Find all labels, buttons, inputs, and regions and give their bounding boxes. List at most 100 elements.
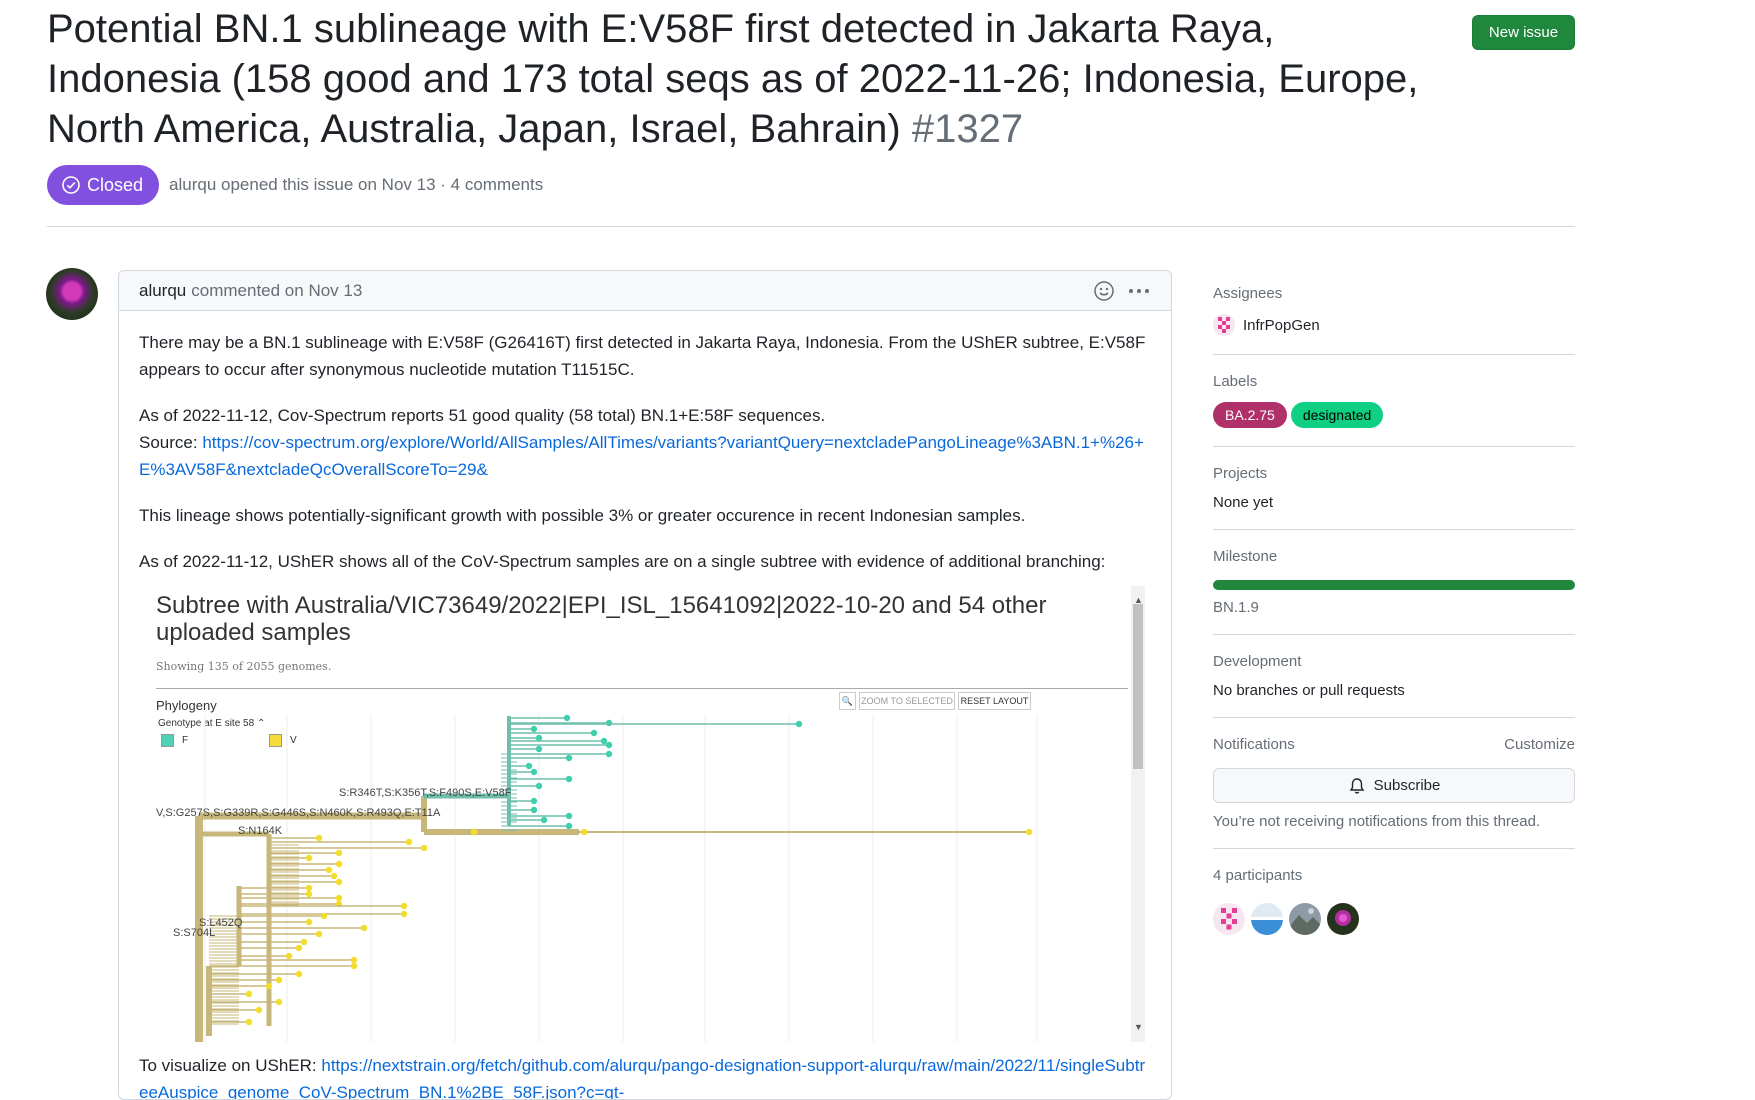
label-ba275[interactable]: BA.2.75 [1213,402,1287,428]
tree-tip [295,944,303,952]
para-2-text: As of 2022-11-12, Cov-Spectrum reports 5… [139,406,826,425]
scroll-down-icon: ▼ [1134,1022,1143,1032]
tree-tip [540,816,548,824]
mutation-label-3: S:N164K [238,825,283,837]
tree-tip [325,866,333,874]
tree-tip [535,745,543,753]
labels-label: Labels [1213,373,1258,390]
mutation-label-2: V,S:G257S,S:G339R,S:G446S,S:N460K,S:R493… [156,807,441,819]
issue-meta: alurqu opened this issue on Nov 13 · 4 c… [169,175,544,194]
milestone-value[interactable]: BN.1.9 [1213,599,1259,616]
participants-list [1213,903,1575,935]
tree-tip [335,849,343,857]
assignees-label: Assignees [1213,285,1283,302]
projects-value: None yet [1213,494,1274,511]
development-heading[interactable]: Development [1213,653,1575,673]
milestone-heading[interactable]: Milestone [1213,548,1575,568]
phylogeny-divider [156,688,1128,689]
reset-layout-button: RESET LAYOUT [958,692,1031,710]
subscribe-button[interactable]: Subscribe [1213,768,1575,803]
bell-icon [1349,777,1364,794]
assignee-avatar [1213,314,1235,336]
issue-title: Potential BN.1 sublineage with E:V58F fi… [47,4,1447,154]
tree-tip [580,828,588,836]
participant-avatar-4[interactable] [1327,903,1359,935]
labels-heading[interactable]: Labels [1213,373,1575,393]
tree-tip [405,838,413,846]
notifications-note: You’re not receiving notifications from … [1213,813,1541,830]
genotype-label-text: Genotype at E site 58 [158,718,255,729]
state-label: Closed [87,174,144,195]
tree-tip [470,828,478,836]
smiley-icon[interactable] [1093,280,1115,302]
participant-avatar-2[interactable] [1251,903,1283,935]
label-designated[interactable]: designated [1290,402,1384,428]
labels-section: Labels BA.2.75 designated [1213,373,1575,447]
new-issue-button[interactable]: New issue [1472,15,1575,50]
source-link[interactable]: https://cov-spectrum.org/explore/World/A… [139,433,1144,479]
state-badge: Closed [47,165,160,205]
tree-tip [300,938,308,946]
tree-tip [295,970,303,978]
assignee-name: InfrPopGen [1243,316,1320,334]
para-5: To visualize on UShER: https://nextstrai… [139,1052,1151,1099]
participants-label: 4 participants [1213,867,1303,884]
comment-body: There may be a BN.1 sublineage with E:V5… [119,311,1171,1099]
tree-tip [420,844,428,852]
tree-tip [525,762,533,770]
projects-heading[interactable]: Projects [1213,465,1575,485]
tree-tip [350,956,358,964]
tree-tip [360,924,368,932]
tree-tip [330,872,338,880]
customize-link[interactable]: Customize [1504,736,1575,753]
tree-tip [565,812,573,820]
notifications-label: Notifications [1213,736,1295,753]
tree-tip [255,1006,263,1014]
zoom-search-icon: 🔍 [839,692,856,710]
assignees-section: Assignees InfrPopGen [1213,285,1575,355]
tree-tip [285,952,293,960]
assignees-heading[interactable]: Assignees [1213,285,1575,305]
mutation-label-4: S:L452Q [199,917,243,929]
tree-tip [530,768,538,776]
tree-tip [563,714,571,722]
notifications-heading: Notifications Customize [1213,736,1575,756]
tree-tip [1025,828,1033,836]
embed-subtitle: Showing 135 of 2055 genomes. [156,660,332,673]
mutation-label-1: S:R346T,S:K356T,S:F490S,E:V58F [339,787,512,799]
mutation-label-5: S:S704L [173,927,216,939]
participant-avatar-1[interactable] [1213,903,1245,935]
comment-author-avatar[interactable] [46,268,98,320]
tree-tip [400,902,408,910]
participant-avatar-3[interactable] [1289,903,1321,935]
legend-f-swatch [161,734,174,747]
tree-tip [605,750,613,758]
header-divider [47,226,1575,227]
tree-tip [305,854,313,862]
comment-action: commented on Nov 13 [191,280,363,300]
kebab-menu-icon[interactable] [1127,280,1151,302]
chevron-up-icon: ⌃ [256,718,266,729]
visualize-prefix: To visualize on UShER: [139,1056,322,1075]
tree-tip [530,806,538,814]
tree-tip [350,962,358,970]
comment-author[interactable]: alurqu [139,280,187,300]
genotype-label: Genotype at E site 58 ⌃ [158,710,265,737]
tree-tip [400,910,408,918]
closed-check-icon [62,176,80,194]
milestone-label: Milestone [1213,548,1278,565]
tree-tip [245,1018,253,1026]
tree-tip [315,930,323,938]
source-prefix: Source: [139,433,203,452]
para-2: As of 2022-11-12, Cov-Spectrum reports 5… [139,402,1151,483]
milestone-progress-fill [1213,580,1575,590]
subscribe-label: Subscribe [1373,777,1441,794]
participants-section: 4 participants [1213,867,1575,935]
assignee-item[interactable]: InfrPopGen [1213,314,1575,336]
tree-tip [600,737,608,745]
issue-state-row: Closed alurqu opened this issue on Nov 1… [47,165,543,205]
projects-section: Projects None yet [1213,465,1575,530]
tree-tip [245,990,253,998]
phylogeny-tree [195,714,1038,1042]
tree-tip [265,982,273,990]
